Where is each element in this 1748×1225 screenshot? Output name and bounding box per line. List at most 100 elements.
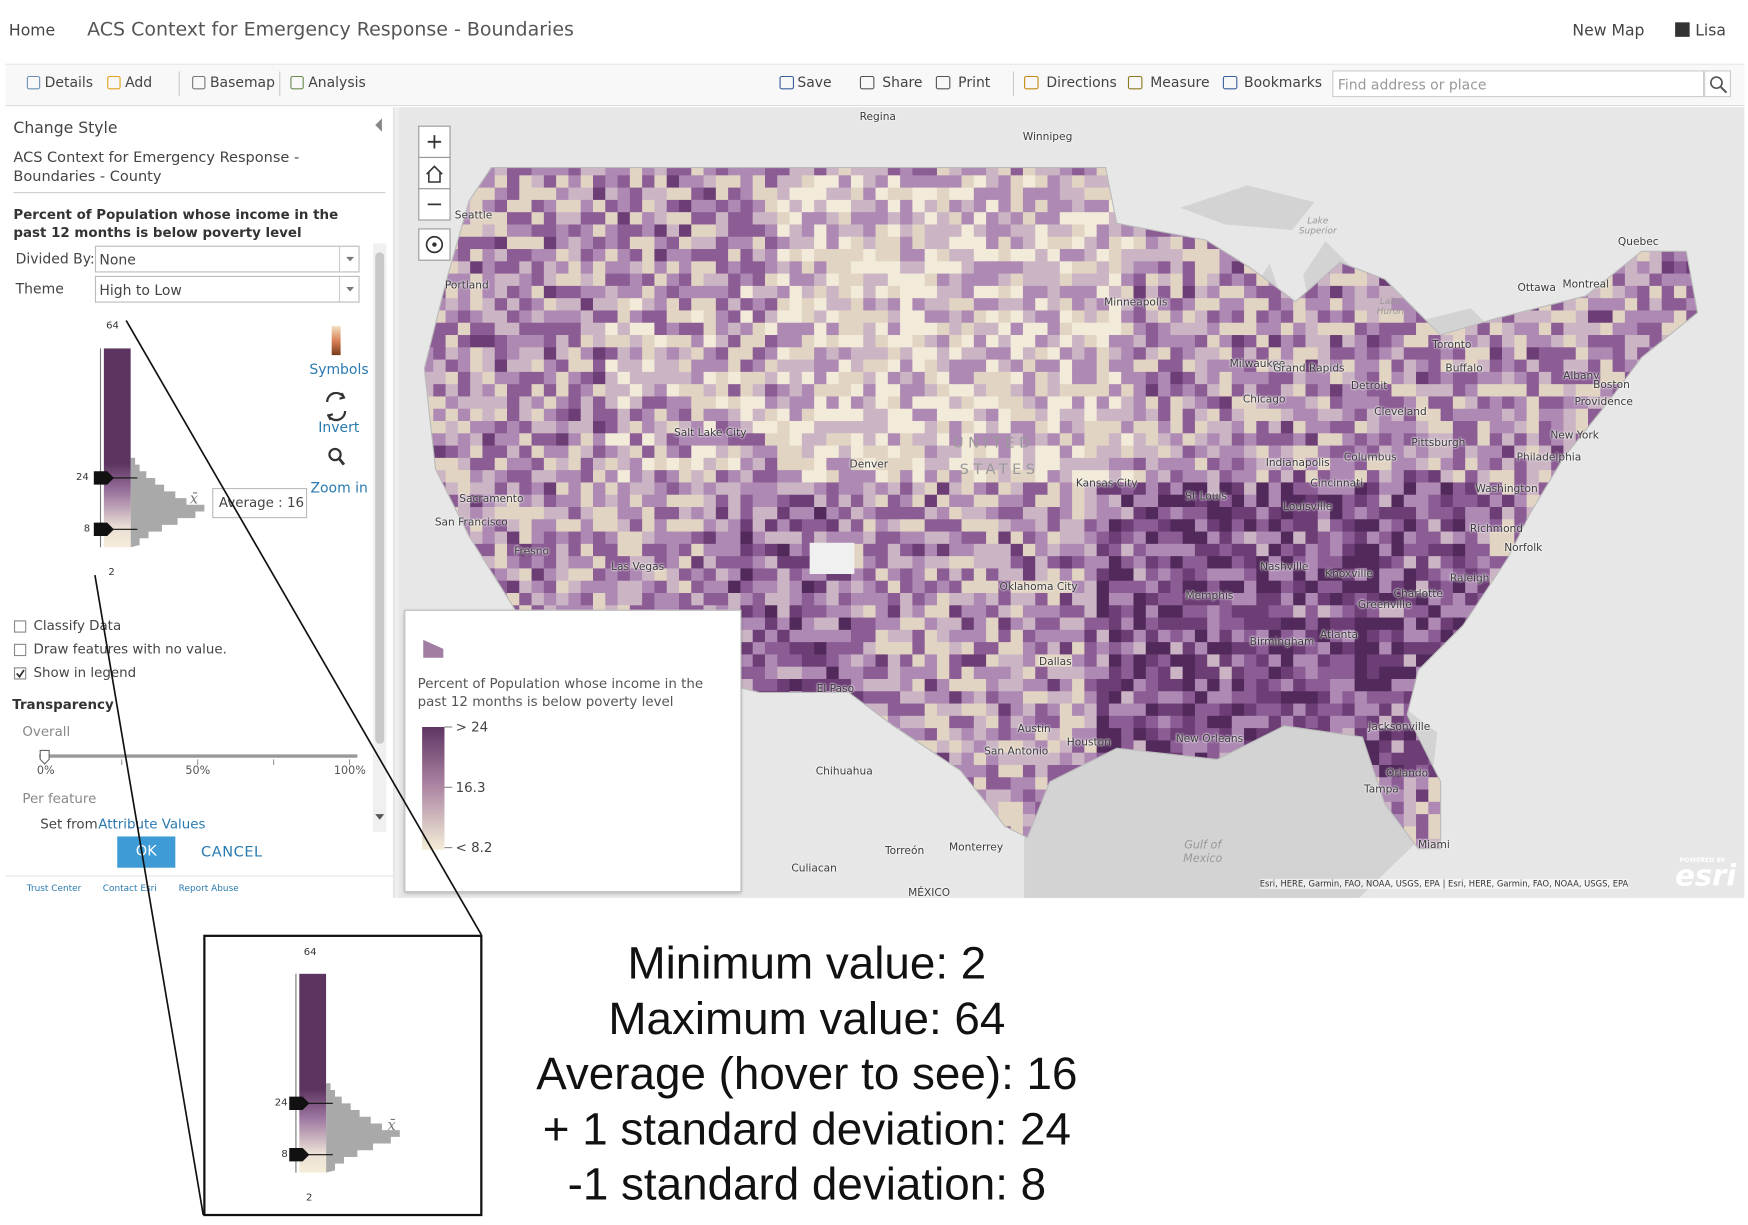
county <box>556 285 569 299</box>
county <box>1674 285 1687 299</box>
county <box>556 556 569 569</box>
county <box>900 580 913 594</box>
county <box>556 212 569 226</box>
county <box>826 335 840 348</box>
toolbar-button[interactable]: Directions <box>1046 73 1117 91</box>
county <box>482 261 496 275</box>
county <box>1121 592 1135 606</box>
county <box>875 470 889 483</box>
county <box>777 617 791 631</box>
county <box>801 433 815 447</box>
county <box>838 199 852 213</box>
county <box>1072 236 1085 250</box>
county <box>507 580 520 594</box>
county <box>1084 507 1098 520</box>
user-menu[interactable]: Lisa <box>1695 22 1727 41</box>
county <box>1502 347 1515 361</box>
county <box>1059 568 1073 582</box>
county <box>1207 249 1221 262</box>
county <box>1133 605 1147 619</box>
county <box>1268 396 1282 410</box>
county <box>900 421 913 434</box>
county <box>826 433 840 447</box>
county <box>556 457 569 471</box>
county <box>1219 531 1233 545</box>
county <box>1182 494 1196 508</box>
county <box>543 199 557 213</box>
county <box>1158 470 1171 483</box>
county <box>494 322 508 336</box>
toolbar-button[interactable]: Basemap <box>209 73 275 91</box>
county <box>1465 592 1479 606</box>
county <box>531 556 545 569</box>
toolbar-button[interactable]: Share <box>882 73 923 91</box>
toolbar-button[interactable]: Save <box>797 73 832 91</box>
county <box>494 212 508 226</box>
county <box>531 482 545 496</box>
county <box>543 347 557 361</box>
county <box>949 678 963 692</box>
county <box>1010 322 1024 336</box>
county <box>1514 470 1528 483</box>
county <box>752 408 766 422</box>
county <box>998 310 1012 324</box>
home-menu[interactable]: Home <box>8 22 56 41</box>
county <box>1145 629 1159 643</box>
county <box>531 494 545 508</box>
toolbar-button[interactable]: Add <box>125 73 153 91</box>
county <box>1391 691 1405 705</box>
new-map-menu[interactable]: New Map <box>1572 22 1645 41</box>
toolbar-button[interactable]: Measure <box>1150 73 1210 91</box>
toolbar-button[interactable]: Analysis <box>308 73 366 91</box>
county <box>887 543 901 557</box>
county <box>703 335 717 348</box>
county <box>1194 445 1208 459</box>
county <box>1293 654 1307 668</box>
county <box>1502 421 1515 434</box>
county <box>519 167 533 176</box>
county <box>1526 470 1540 483</box>
county <box>1293 605 1307 619</box>
county <box>1379 310 1393 324</box>
county <box>801 580 815 594</box>
county <box>875 678 889 692</box>
county <box>1379 359 1393 373</box>
county <box>1182 261 1196 275</box>
county <box>936 494 950 508</box>
county <box>777 556 791 569</box>
county <box>900 543 913 557</box>
county <box>592 519 606 533</box>
county <box>1145 445 1159 459</box>
county <box>666 371 680 385</box>
search-box[interactable]: Find address or place <box>1332 70 1705 98</box>
county <box>703 187 717 201</box>
county <box>1035 457 1049 471</box>
county <box>1121 470 1135 483</box>
county <box>1330 580 1343 594</box>
county <box>678 335 692 348</box>
county <box>1170 273 1184 287</box>
county <box>703 408 717 422</box>
county <box>1231 519 1245 533</box>
county <box>1072 519 1085 533</box>
county <box>1010 371 1024 385</box>
county <box>838 580 852 594</box>
county <box>1219 666 1233 680</box>
toolbar-button[interactable]: Bookmarks <box>1244 73 1323 91</box>
county <box>1538 310 1552 324</box>
search-button[interactable] <box>1704 70 1731 98</box>
county <box>605 236 619 250</box>
county <box>691 167 705 176</box>
county <box>1440 359 1454 373</box>
county <box>924 605 938 619</box>
county <box>1022 212 1036 226</box>
county <box>1022 629 1036 643</box>
county <box>1403 433 1417 447</box>
toolbar-button[interactable]: Print <box>958 73 991 91</box>
county <box>592 249 606 262</box>
toolbar-button[interactable]: Details <box>44 73 94 91</box>
county <box>789 433 803 447</box>
county <box>1170 445 1184 459</box>
county <box>1416 322 1429 336</box>
county <box>678 580 692 594</box>
